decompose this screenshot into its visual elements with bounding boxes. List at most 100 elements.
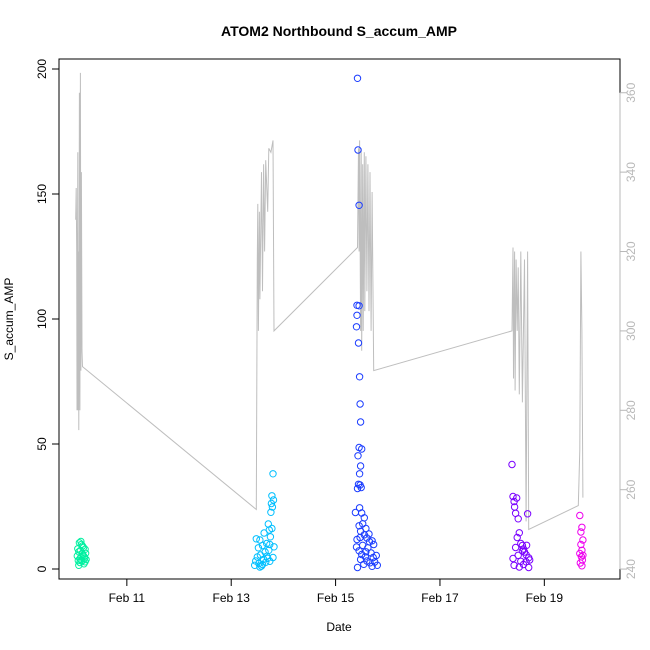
data-point	[269, 496, 278, 504]
data-point	[372, 551, 380, 560]
data-point	[354, 452, 362, 460]
scatter-points-layer	[73, 74, 587, 572]
data-point	[78, 542, 87, 550]
data-point	[352, 323, 361, 331]
x-tick-label: Feb 19	[526, 591, 564, 605]
plot-frame	[58, 58, 621, 580]
y-axis-label: S_accum_AMP	[2, 278, 16, 361]
data-point	[252, 535, 260, 543]
data-point	[269, 470, 277, 478]
data-point	[522, 541, 531, 549]
series-1	[251, 470, 278, 571]
data-point	[578, 523, 586, 531]
data-point	[579, 551, 587, 559]
data-point	[518, 547, 527, 555]
data-point	[258, 560, 267, 569]
data-point	[267, 508, 275, 516]
data-point	[357, 483, 365, 492]
data-point	[266, 533, 275, 541]
data-point	[353, 484, 362, 493]
y-tick-label: 100	[35, 309, 49, 329]
data-point	[356, 533, 364, 542]
data-point	[355, 504, 364, 512]
data-point	[81, 558, 89, 566]
data-point	[515, 529, 523, 537]
data-point	[508, 460, 516, 469]
y-axis: 0 50 100 150 200	[35, 59, 60, 572]
data-point	[373, 561, 381, 569]
data-point	[510, 561, 518, 569]
data-point	[355, 470, 364, 478]
data-point	[268, 503, 277, 511]
data-point	[356, 462, 365, 470]
data-point	[576, 511, 584, 520]
y2-tick-label: 260	[624, 479, 638, 499]
data-point	[514, 551, 522, 559]
data-point	[355, 547, 363, 555]
y2-tick-label: 300	[624, 321, 638, 341]
data-point	[513, 494, 521, 502]
y2-axis: 240 260 280 300 320 340 360	[619, 82, 638, 579]
data-point	[351, 508, 360, 517]
data-point	[355, 201, 363, 210]
data-point	[355, 522, 363, 530]
x-axis-label: Date	[326, 620, 352, 634]
data-point	[368, 537, 376, 545]
data-point	[525, 563, 533, 572]
y2-tick-label: 320	[624, 241, 638, 261]
data-point	[362, 548, 370, 556]
x-axis: Feb 11 Feb 13 Feb 15 Feb 17 Feb 19	[109, 578, 564, 605]
data-point	[266, 540, 274, 549]
y2-tick-label: 240	[624, 559, 638, 579]
data-point	[270, 543, 278, 551]
series-2	[351, 74, 381, 572]
chart-title: ATOM2 Northbound S_accum_AMP	[221, 23, 457, 39]
data-point	[518, 541, 527, 550]
y2-tick-label: 360	[624, 82, 638, 102]
data-point	[523, 510, 532, 518]
series-4	[576, 511, 587, 570]
data-point	[515, 563, 523, 571]
data-point	[255, 559, 263, 568]
y-tick-label: 150	[35, 184, 49, 204]
data-point	[256, 563, 264, 571]
data-point	[264, 520, 272, 528]
data-point	[356, 400, 364, 408]
data-point	[513, 533, 521, 542]
data-point	[354, 146, 362, 154]
data-point	[514, 515, 522, 523]
data-point	[257, 562, 266, 570]
data-point	[254, 544, 263, 552]
data-point	[358, 445, 366, 453]
data-point	[353, 74, 362, 83]
data-point	[355, 373, 364, 381]
data-point	[263, 539, 271, 548]
data-point	[355, 302, 363, 310]
data-point	[261, 548, 269, 556]
data-point	[526, 556, 534, 564]
y-tick-label: 200	[35, 59, 49, 79]
data-point	[258, 541, 267, 550]
data-point	[77, 537, 85, 546]
data-point	[268, 492, 276, 500]
data-point	[509, 554, 517, 563]
x-tick-label: Feb 11	[109, 591, 146, 605]
data-point	[360, 560, 368, 568]
data-point	[80, 552, 88, 561]
data-point	[510, 503, 519, 511]
data-point	[511, 543, 520, 552]
data-point	[509, 492, 517, 501]
data-point	[578, 562, 586, 570]
data-point	[268, 524, 276, 533]
y2-tick-label: 340	[624, 162, 638, 182]
data-point	[370, 540, 378, 549]
x-tick-label: Feb 17	[421, 591, 459, 605]
data-point	[354, 339, 363, 347]
x-tick-label: Feb 15	[317, 591, 355, 605]
secondary-series-line	[75, 72, 584, 531]
data-point	[364, 544, 372, 552]
data-point	[352, 543, 361, 551]
series-0	[73, 537, 90, 569]
